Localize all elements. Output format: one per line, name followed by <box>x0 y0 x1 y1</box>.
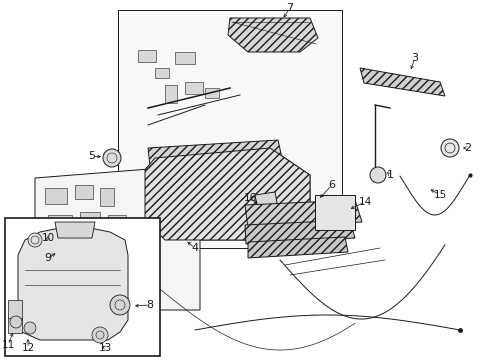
Polygon shape <box>254 192 278 210</box>
Circle shape <box>10 316 22 328</box>
Bar <box>45 188 67 204</box>
Bar <box>184 82 203 94</box>
Text: 4: 4 <box>191 243 198 253</box>
Polygon shape <box>145 148 309 240</box>
Bar <box>108 215 126 229</box>
Text: 13: 13 <box>98 343 111 353</box>
Bar <box>75 185 93 199</box>
Text: 15: 15 <box>432 190 446 200</box>
Text: 11: 11 <box>1 340 15 350</box>
Bar <box>80 212 100 228</box>
Circle shape <box>92 327 108 343</box>
Bar <box>8 300 22 320</box>
Bar <box>8 318 22 333</box>
Text: 7: 7 <box>286 3 293 13</box>
Circle shape <box>24 322 36 334</box>
Polygon shape <box>18 228 128 340</box>
Bar <box>50 275 74 293</box>
Text: 12: 12 <box>21 343 35 353</box>
Bar <box>82 278 102 292</box>
Bar <box>138 50 156 62</box>
Circle shape <box>103 149 121 167</box>
Text: 10: 10 <box>41 233 55 243</box>
Bar <box>55 245 73 265</box>
Polygon shape <box>227 18 317 52</box>
Text: 8: 8 <box>146 300 153 310</box>
Bar <box>164 85 177 103</box>
Circle shape <box>28 233 42 247</box>
Bar <box>204 88 219 98</box>
Polygon shape <box>148 140 282 166</box>
Bar <box>175 52 195 64</box>
Bar <box>5 218 160 356</box>
Text: 16: 16 <box>243 193 256 203</box>
Bar <box>48 215 72 233</box>
Text: 9: 9 <box>44 253 51 263</box>
Circle shape <box>369 167 385 183</box>
Polygon shape <box>55 222 95 238</box>
Polygon shape <box>244 220 354 244</box>
Bar <box>100 188 114 206</box>
Text: 3: 3 <box>411 53 418 63</box>
Text: 1: 1 <box>386 170 393 180</box>
Polygon shape <box>244 200 361 228</box>
Text: 5: 5 <box>88 151 95 161</box>
Bar <box>314 195 354 230</box>
Circle shape <box>110 295 130 315</box>
Polygon shape <box>148 160 271 182</box>
Circle shape <box>440 139 458 157</box>
Polygon shape <box>118 10 341 248</box>
Circle shape <box>82 290 98 306</box>
Bar <box>108 278 126 292</box>
Text: 6: 6 <box>328 180 335 190</box>
Polygon shape <box>247 237 347 258</box>
Bar <box>155 68 169 78</box>
Text: 2: 2 <box>464 143 470 153</box>
Text: 14: 14 <box>358 197 371 207</box>
Bar <box>82 250 104 266</box>
Polygon shape <box>145 148 309 240</box>
Polygon shape <box>359 68 444 96</box>
Polygon shape <box>35 165 200 310</box>
